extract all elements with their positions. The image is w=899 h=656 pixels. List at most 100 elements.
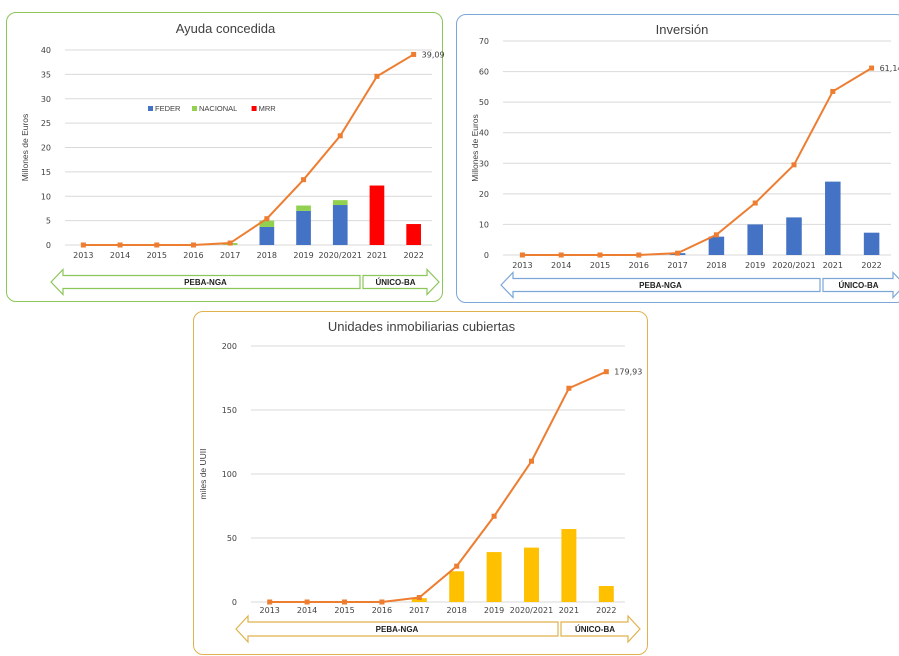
x-tick-label: 2016 (372, 606, 392, 615)
x-tick-label: 2018 (257, 251, 277, 260)
x-tick-label: 2017 (409, 606, 429, 615)
line-point (566, 385, 572, 391)
bar (369, 185, 385, 245)
line-point (379, 599, 385, 605)
bar (259, 226, 275, 245)
line-point (519, 252, 525, 258)
y-axis-label: Millones de Euros (470, 114, 480, 182)
x-tick-label: 2021 (823, 261, 843, 270)
chart-panel-inversion: Inversión 0 10 20 30 40 50 60 70 Millones de Euro… (456, 14, 899, 303)
x-tick-label: 2014 (110, 251, 130, 260)
line-point (117, 242, 123, 248)
y-tick-label: 40 (479, 129, 489, 138)
line-point (830, 88, 836, 94)
unico-ba-arrow (362, 268, 440, 296)
chart-unidades-svg: Unidades inmobiliarias cubiertas 0 50 100 15… (198, 319, 642, 644)
y-tick-label: 30 (41, 95, 51, 104)
x-tick-label: 2018 (706, 261, 726, 270)
line-point (636, 252, 642, 258)
x-tick-label: 2016 (629, 261, 649, 270)
line-point (675, 250, 681, 256)
unico-ba-label: ÚNICO-BA (839, 281, 879, 290)
line-point (304, 599, 310, 605)
line-point (227, 240, 233, 246)
line-point (301, 177, 307, 183)
y-tick-label: 70 (479, 37, 489, 46)
y-tick-label: 5 (46, 217, 51, 226)
unico-ba-arrow (560, 614, 641, 644)
bar (449, 571, 465, 602)
line-point (597, 252, 603, 258)
series-line (83, 53, 415, 246)
x-tick-label: 2019 (745, 261, 765, 270)
y-tick-label: 200 (222, 342, 237, 351)
x-tick-label: 2022 (403, 251, 423, 260)
x-tick-label: 2013 (260, 606, 280, 615)
x-tick-label: 2020/2021 (319, 251, 362, 260)
y-tick-label: 30 (479, 159, 489, 168)
unico-ba-arrow (822, 271, 899, 299)
chart-title: Unidades inmobiliarias cubiertas (328, 319, 516, 334)
line-point (454, 563, 460, 569)
y-tick-label: 10 (479, 220, 489, 229)
bar (524, 547, 539, 602)
line-point (374, 73, 380, 79)
chart-ayuda-svg: Ayuda concedida 0 5 10 15 20 25 30 35 40 Millones … (20, 21, 445, 296)
bar (863, 232, 880, 255)
line-point (337, 133, 343, 139)
y-tick-label: 40 (41, 46, 51, 55)
series-line (522, 67, 873, 256)
y-tick-label: 20 (479, 190, 489, 199)
y-tick-label: 15 (41, 168, 51, 177)
end-value-label: 179,93 (614, 368, 642, 377)
unico-ba-label: ÚNICO-BA (376, 278, 416, 287)
chart-panel-ayuda: Ayuda concedida 0 5 10 15 20 25 30 35 40 Millones … (6, 12, 445, 302)
line-point (154, 242, 160, 248)
line-point (264, 216, 270, 222)
series-line (269, 370, 607, 603)
line-point (869, 65, 875, 71)
bar (786, 217, 802, 255)
bar (296, 205, 311, 211)
bar (486, 552, 502, 602)
y-tick-label: 100 (222, 470, 237, 479)
chart-inversion-svg: Inversión 0 10 20 30 40 50 60 70 Millones de Euro… (470, 22, 899, 299)
bar (598, 586, 614, 602)
x-tick-label: 2015 (147, 251, 167, 260)
x-tick-label: 2021 (367, 251, 387, 260)
y-tick-label: 50 (227, 534, 237, 543)
x-tick-label: 2015 (334, 606, 354, 615)
peba-nga-arrow (50, 268, 361, 296)
line-point (267, 599, 273, 605)
y-tick-label: 0 (46, 241, 51, 250)
bar (411, 598, 427, 602)
peba-nga-label: PEBA-NGA (639, 281, 682, 290)
legend-label: FEDER (155, 104, 181, 113)
x-tick-label: 2013 (73, 251, 93, 260)
y-tick-label: 25 (41, 119, 51, 128)
bar (825, 181, 841, 255)
y-axis-label: miles de UUII (198, 448, 208, 499)
end-value-label: 61,14 (880, 64, 899, 73)
x-tick-label: 2016 (183, 251, 203, 260)
y-tick-label: 50 (479, 98, 489, 107)
chart-title: Inversión (656, 22, 709, 37)
bar (406, 224, 421, 245)
bar (332, 205, 348, 245)
peba-nga-label: PEBA-NGA (376, 625, 419, 634)
line-point (190, 242, 196, 248)
bar (708, 236, 725, 255)
y-tick-label: 10 (41, 192, 51, 201)
bar (332, 200, 348, 206)
legend-swatch (251, 106, 257, 111)
peba-nga-label: PEBA-NGA (184, 278, 227, 287)
x-tick-label: 2018 (447, 606, 467, 615)
x-tick-label: 2020/2021 (510, 606, 553, 615)
chart-panel-unidades: Unidades inmobiliarias cubiertas 0 50 100 15… (193, 311, 648, 655)
line-point (603, 369, 609, 375)
y-tick-label: 0 (484, 251, 489, 260)
end-value-label: 39,09 (422, 50, 445, 59)
x-tick-label: 2017 (667, 261, 687, 270)
line-point (752, 200, 758, 206)
x-tick-label: 2014 (297, 606, 317, 615)
